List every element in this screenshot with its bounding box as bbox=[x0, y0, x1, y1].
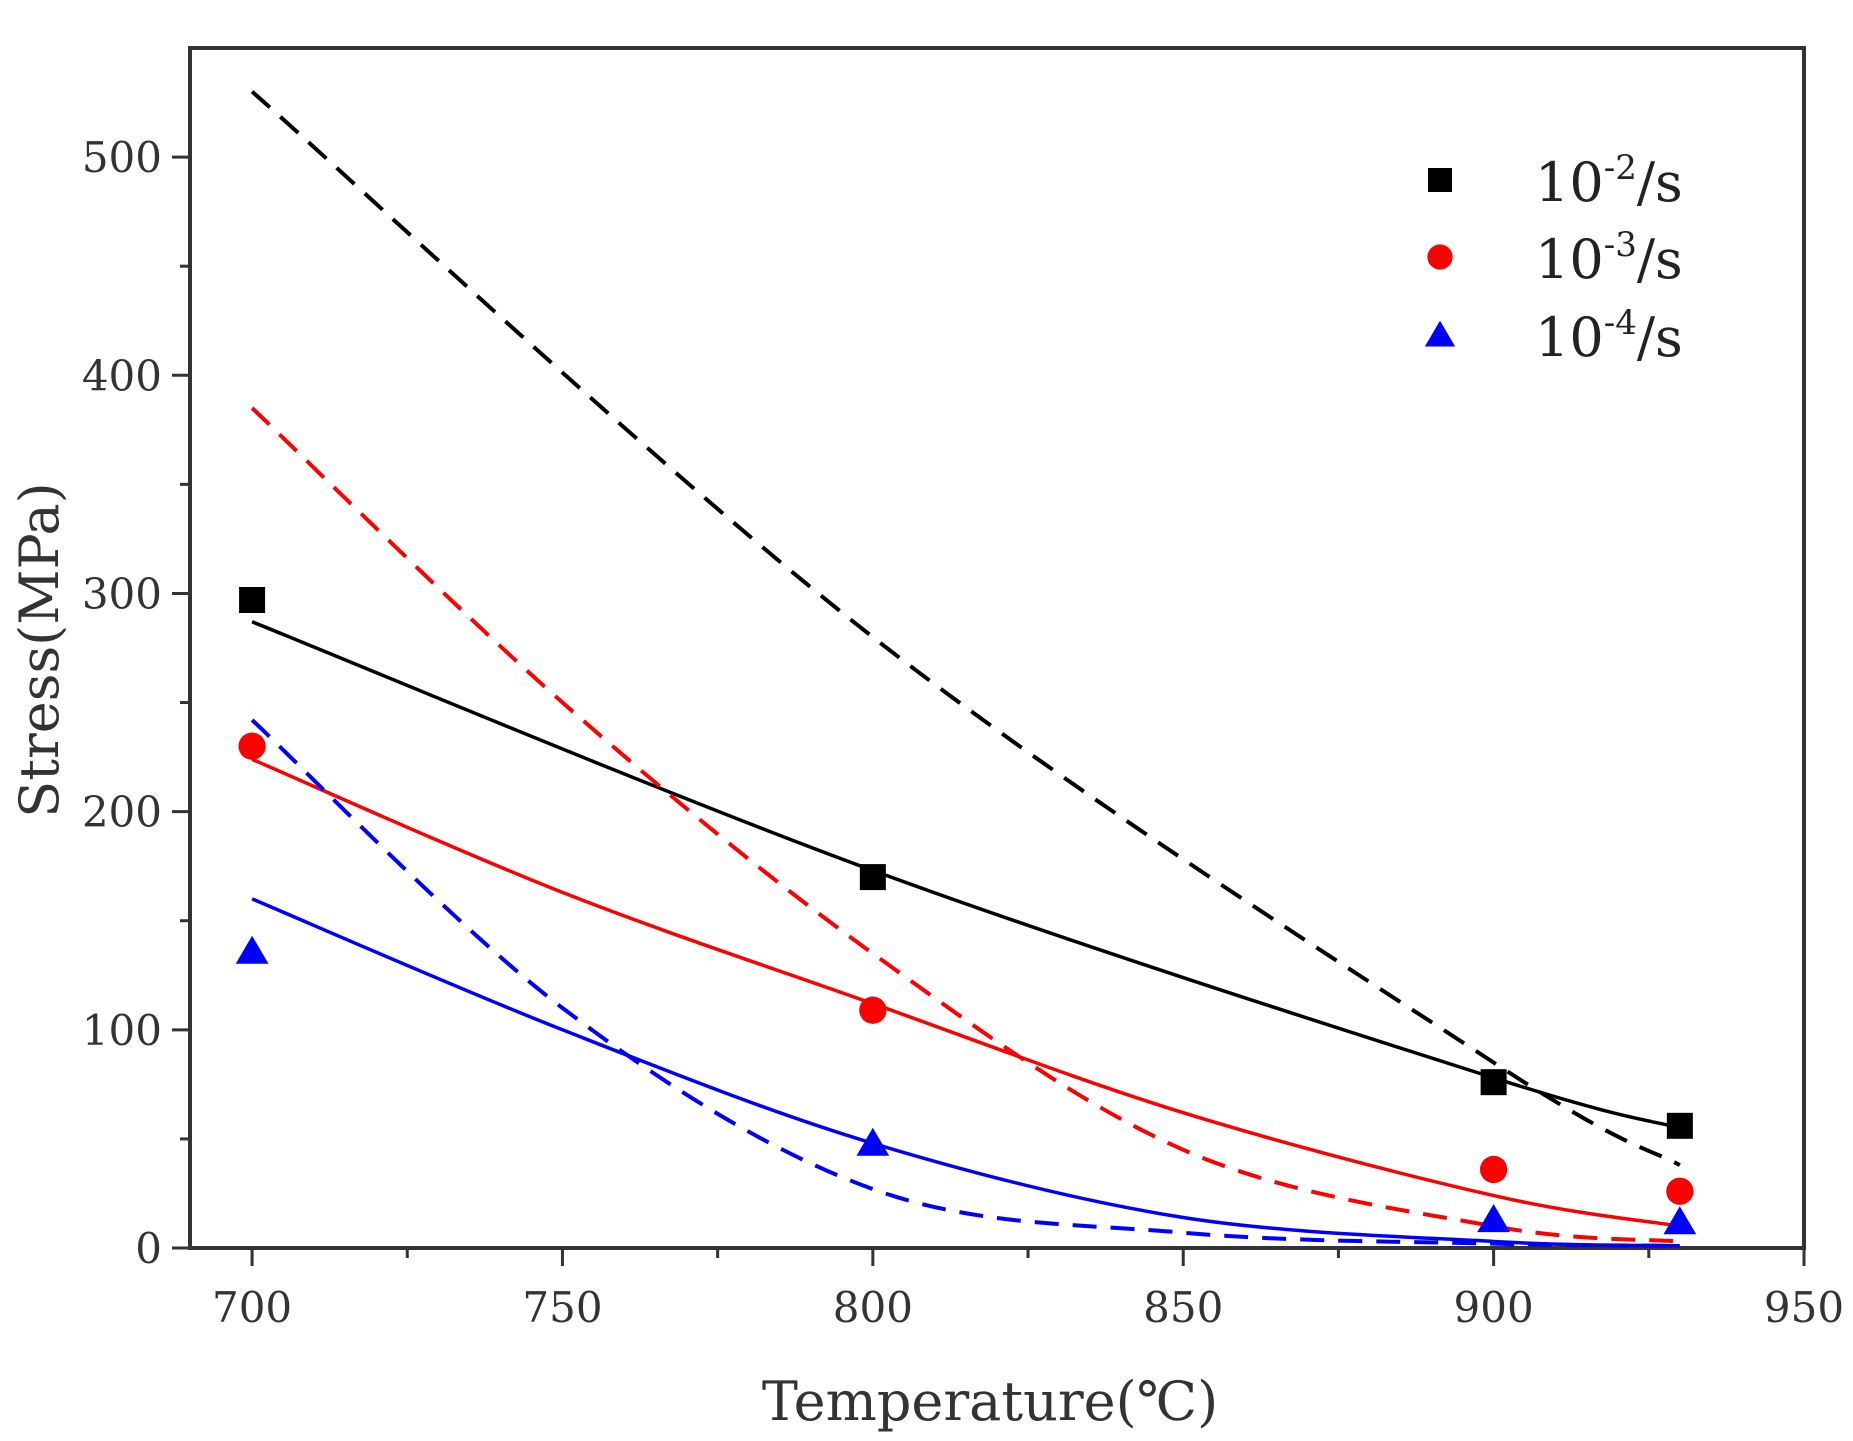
data-point-circle bbox=[859, 996, 887, 1024]
solid-fit-line-2 bbox=[251, 757, 1681, 1228]
legend-label-1: 10-2/s bbox=[1535, 148, 1683, 214]
data-point-square bbox=[1666, 1112, 1693, 1139]
y-axis-title: Stress(MPa) bbox=[8, 482, 71, 817]
data-point-triangle bbox=[235, 935, 269, 964]
solid-fit-line-1 bbox=[251, 620, 1681, 1130]
x-tick-label: 750 bbox=[522, 1283, 602, 1332]
legend-marker-triangle bbox=[1424, 320, 1456, 347]
data-point-circle bbox=[1479, 1155, 1508, 1184]
data-point-circle bbox=[238, 732, 266, 760]
y-tick-label: 0 bbox=[135, 1224, 162, 1273]
solid-fit-line-3 bbox=[251, 897, 1680, 1248]
x-axis-ticks: 700 750 800 850 900 950 bbox=[212, 1248, 1844, 1332]
dashed-fit-line-1 bbox=[250, 90, 1681, 1167]
dashed-fit-line-3 bbox=[250, 718, 1680, 1248]
y-axis-ticks: 0 100 200 300 400 500 bbox=[82, 133, 190, 1273]
data-point-triangle bbox=[1477, 1204, 1510, 1233]
data-point-triangle bbox=[1663, 1206, 1697, 1235]
y-tick-label: 400 bbox=[82, 351, 162, 400]
y-tick-label: 500 bbox=[82, 133, 162, 182]
legend-marker-square bbox=[1428, 168, 1452, 192]
data-markers bbox=[235, 587, 1697, 1235]
data-point-circle bbox=[1666, 1177, 1694, 1205]
data-point-square bbox=[859, 864, 886, 891]
x-tick-label: 800 bbox=[833, 1283, 913, 1332]
legend-label-2: 10-3/s bbox=[1535, 225, 1683, 291]
legend-label-3: 10-4/s bbox=[1535, 303, 1683, 369]
x-axis-title: Temperature(℃) bbox=[762, 1370, 1218, 1433]
fit-lines bbox=[250, 90, 1681, 1248]
plot-frame bbox=[188, 46, 1806, 1250]
x-tick-label: 700 bbox=[212, 1283, 292, 1332]
data-point-square bbox=[239, 587, 266, 613]
data-point-triangle bbox=[856, 1127, 890, 1156]
x-tick-label: 900 bbox=[1454, 1283, 1534, 1332]
dashed-fit-line-2 bbox=[250, 406, 1680, 1244]
legend-marker-circle bbox=[1427, 244, 1453, 270]
y-tick-label: 300 bbox=[82, 569, 162, 618]
y-tick-label: 100 bbox=[82, 1006, 162, 1055]
x-tick-label: 950 bbox=[1764, 1283, 1844, 1332]
legend: 10-2/s 10-3/s 10-4/s bbox=[1424, 148, 1683, 369]
y-tick-label: 200 bbox=[82, 788, 162, 837]
data-point-square bbox=[1480, 1069, 1507, 1096]
x-tick-label: 850 bbox=[1143, 1283, 1223, 1332]
